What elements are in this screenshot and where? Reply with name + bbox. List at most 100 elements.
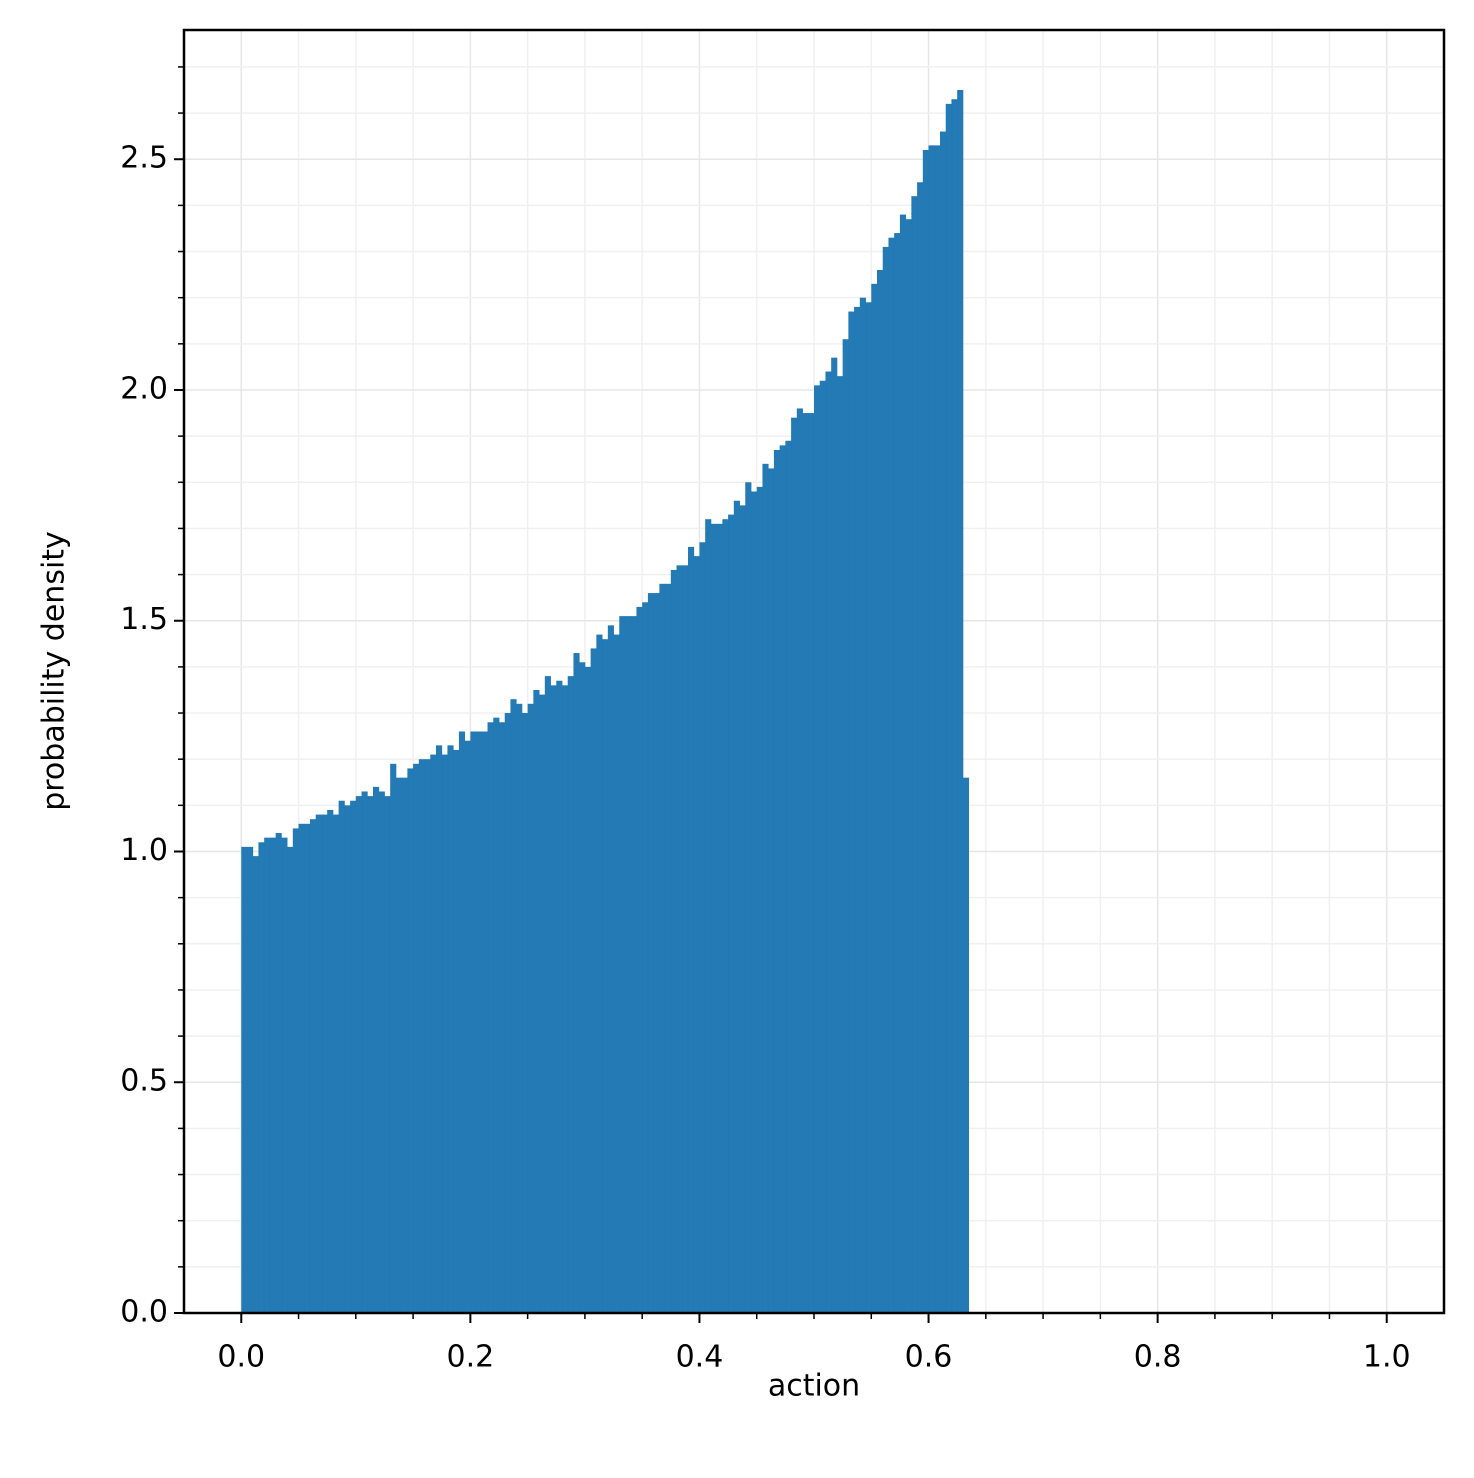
- y-axis-label: probability density: [37, 531, 72, 811]
- bar: [636, 606, 643, 1313]
- bar: [688, 546, 695, 1313]
- bar: [521, 713, 529, 1313]
- bar: [854, 306, 861, 1313]
- bar: [441, 754, 448, 1313]
- bar: [315, 814, 322, 1313]
- bar: [499, 722, 506, 1313]
- bar: [556, 680, 563, 1313]
- bar: [699, 542, 706, 1313]
- bar: [407, 768, 414, 1313]
- bar: [539, 694, 546, 1313]
- bar: [928, 145, 935, 1314]
- bar: [607, 625, 614, 1313]
- bar: [779, 445, 786, 1313]
- bar: [791, 417, 798, 1313]
- bar: [504, 713, 511, 1313]
- bar: [373, 786, 380, 1313]
- bar: [493, 717, 500, 1313]
- bar: [619, 616, 626, 1313]
- bar: [625, 616, 632, 1313]
- bar: [241, 846, 248, 1313]
- bar: [424, 759, 431, 1313]
- bar: [384, 796, 391, 1313]
- bar: [670, 569, 677, 1313]
- x-tick-label: 1.0: [1363, 1340, 1411, 1375]
- bar: [436, 745, 443, 1313]
- bar: [562, 685, 569, 1313]
- bar: [831, 357, 838, 1313]
- x-axis-label: action: [768, 1369, 860, 1404]
- y-tick-label: 1.5: [120, 602, 168, 637]
- bar: [321, 814, 328, 1313]
- bar: [665, 583, 672, 1313]
- bar: [739, 505, 746, 1314]
- bar: [888, 237, 895, 1314]
- bar: [516, 703, 523, 1313]
- bar: [395, 777, 403, 1313]
- bar: [481, 731, 488, 1313]
- bar: [596, 634, 603, 1313]
- bar: [894, 233, 901, 1314]
- bar: [676, 565, 683, 1313]
- bar: [768, 468, 775, 1313]
- x-tick-label: 0.6: [905, 1340, 953, 1375]
- bar: [550, 685, 557, 1313]
- bar: [458, 731, 466, 1313]
- bar: [613, 634, 620, 1313]
- bar: [579, 662, 586, 1313]
- bar: [344, 805, 351, 1313]
- x-tick-label: 0.8: [1134, 1340, 1182, 1375]
- bar: [659, 583, 666, 1313]
- bar: [951, 99, 958, 1314]
- x-tick-label: 0.2: [447, 1340, 495, 1375]
- bar: [693, 556, 700, 1313]
- bar: [871, 283, 878, 1313]
- bar: [773, 449, 781, 1313]
- bar: [722, 519, 729, 1313]
- bar: [957, 89, 964, 1313]
- bar: [602, 639, 609, 1313]
- bar: [922, 149, 929, 1314]
- x-tick-label: 0.4: [676, 1340, 724, 1375]
- y-tick-label: 1.0: [120, 833, 168, 868]
- bar: [751, 491, 758, 1313]
- bar: [819, 380, 826, 1314]
- bar: [716, 523, 723, 1313]
- bar: [298, 823, 305, 1313]
- bar: [470, 731, 477, 1313]
- bar: [584, 666, 592, 1313]
- bar: [544, 676, 551, 1313]
- bar: [252, 856, 259, 1313]
- bar: [332, 814, 340, 1313]
- bar: [647, 593, 655, 1313]
- bar: [630, 616, 637, 1313]
- bar: [567, 676, 574, 1313]
- bar: [705, 519, 712, 1313]
- y-tick-label: 0.0: [120, 1295, 168, 1330]
- x-tick-label: 0.0: [217, 1340, 265, 1375]
- bar: [275, 833, 282, 1313]
- bar: [934, 145, 941, 1314]
- bar: [476, 731, 483, 1313]
- bar: [808, 413, 815, 1313]
- bar: [877, 269, 884, 1314]
- bar: [728, 514, 735, 1313]
- y-tick-label: 2.0: [120, 371, 168, 406]
- bar: [304, 823, 311, 1313]
- bar: [418, 759, 425, 1313]
- bar: [327, 809, 334, 1313]
- bar: [447, 745, 454, 1313]
- bar: [802, 413, 809, 1313]
- bar: [590, 648, 597, 1313]
- bar: [940, 131, 947, 1314]
- bar: [281, 837, 288, 1313]
- bar: [796, 408, 803, 1313]
- bar: [401, 777, 408, 1313]
- bar: [430, 754, 437, 1313]
- bar: [258, 842, 265, 1313]
- bar: [785, 440, 792, 1313]
- bar: [287, 846, 294, 1313]
- bar: [573, 653, 580, 1313]
